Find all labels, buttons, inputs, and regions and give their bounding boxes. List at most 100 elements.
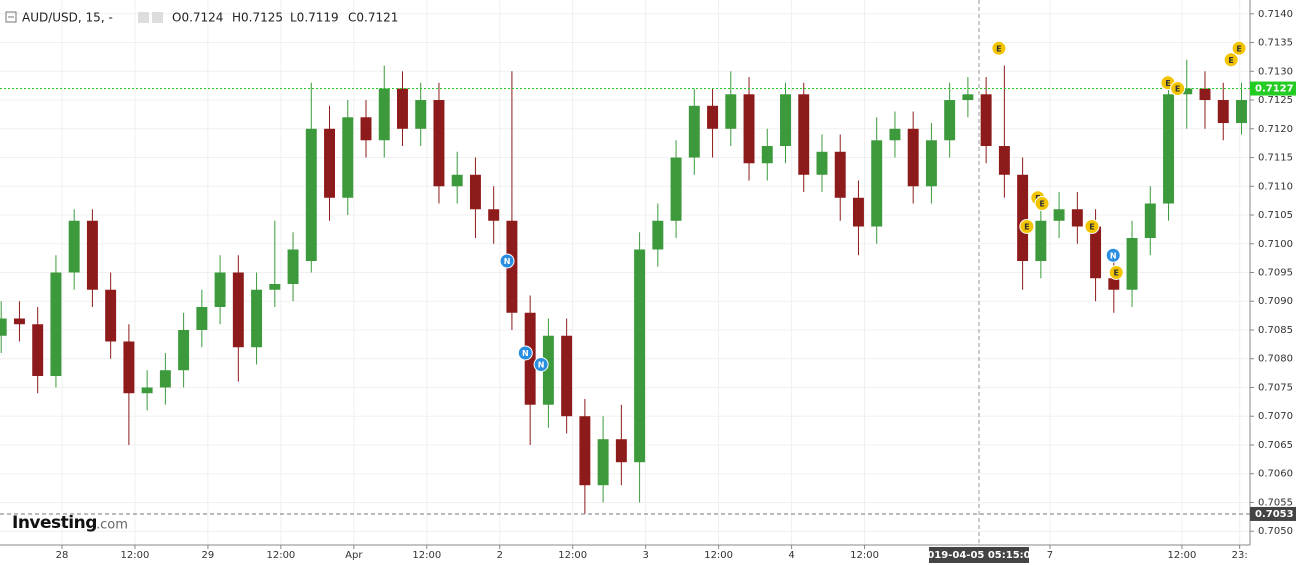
crosshair-time-box bbox=[929, 547, 1029, 563]
x-tick-label: 12:00 bbox=[412, 550, 441, 561]
event-label: E bbox=[996, 44, 1001, 53]
x-tick-label: 2 bbox=[497, 550, 503, 561]
candle-body bbox=[251, 289, 263, 348]
candle-body bbox=[634, 249, 646, 463]
candle-body bbox=[1217, 100, 1229, 124]
y-tick-label: 0.7085 bbox=[1258, 325, 1293, 336]
event-marker[interactable] bbox=[1231, 40, 1247, 56]
candle-body bbox=[360, 117, 372, 141]
x-tick-label: 7 bbox=[1047, 550, 1053, 561]
y-tick-label: 0.7090 bbox=[1258, 296, 1293, 307]
event-marker[interactable] bbox=[1108, 265, 1124, 280]
candle-body bbox=[415, 100, 427, 129]
candle-body bbox=[159, 370, 171, 388]
y-tick-label: 0.7140 bbox=[1258, 9, 1293, 20]
candle-body bbox=[852, 197, 864, 227]
candle-body bbox=[1053, 209, 1065, 221]
last-price-label: 0.7127 bbox=[1255, 84, 1294, 95]
event-marker[interactable] bbox=[517, 345, 533, 361]
candle-body bbox=[688, 105, 700, 158]
candle-body bbox=[889, 128, 901, 141]
collapse-icon[interactable] bbox=[5, 11, 17, 23]
event-marker[interactable] bbox=[499, 253, 515, 269]
event-label: N bbox=[1110, 251, 1117, 260]
candle-body bbox=[780, 94, 791, 147]
candle-body bbox=[1181, 88, 1193, 95]
x-tick-label: 3 bbox=[642, 550, 648, 561]
y-tick-label: 0.7135 bbox=[1258, 38, 1293, 49]
event-marker[interactable] bbox=[1170, 81, 1186, 97]
candle-body bbox=[597, 439, 609, 486]
candle-body bbox=[1236, 100, 1247, 124]
event-marker[interactable] bbox=[991, 40, 1007, 56]
x-tick-label: Apr bbox=[345, 550, 363, 561]
candle-body bbox=[469, 174, 481, 210]
candle-body bbox=[178, 329, 190, 371]
event-label: E bbox=[1236, 44, 1241, 53]
candle-body bbox=[287, 249, 299, 284]
candle-body bbox=[962, 94, 974, 101]
candle-body bbox=[269, 283, 281, 290]
event-marker[interactable] bbox=[1084, 219, 1100, 235]
candle-body bbox=[1035, 220, 1047, 262]
event-marker[interactable] bbox=[1105, 247, 1121, 263]
candle-body bbox=[451, 174, 463, 187]
candle-body bbox=[433, 100, 445, 187]
event-marker[interactable] bbox=[1034, 196, 1050, 212]
candle-body bbox=[925, 140, 937, 187]
candle-body bbox=[342, 117, 354, 198]
x-tick-label: 12:00 bbox=[1167, 550, 1196, 561]
event-marker[interactable] bbox=[533, 356, 549, 372]
x-tick-label: 23: bbox=[1232, 550, 1248, 561]
y-tick-label: 0.7075 bbox=[1258, 382, 1293, 393]
candle-body bbox=[1071, 209, 1083, 227]
candle-body bbox=[524, 312, 536, 405]
ohlc-close: C0.7121 bbox=[348, 11, 398, 25]
event-label: N bbox=[504, 257, 511, 266]
y-tick-label: 0.7065 bbox=[1258, 440, 1293, 451]
candle-body bbox=[670, 157, 682, 221]
event-marker[interactable] bbox=[1019, 219, 1035, 235]
candle-body bbox=[378, 88, 390, 141]
y-tick-label: 0.7100 bbox=[1258, 239, 1293, 250]
event-label: E bbox=[1024, 223, 1029, 232]
candle-body bbox=[652, 220, 664, 250]
y-tick-label: 0.7115 bbox=[1258, 153, 1293, 164]
x-tick-label: 12:00 bbox=[121, 550, 150, 561]
candle-body bbox=[1144, 203, 1156, 239]
event-marker[interactable] bbox=[1223, 52, 1239, 68]
ohlc-open: O0.7124 bbox=[172, 11, 223, 25]
y-tick-label: 0.7055 bbox=[1258, 497, 1293, 508]
candle-body bbox=[725, 94, 737, 129]
event-label: E bbox=[1039, 200, 1044, 209]
ohlc-low: L0.7119 bbox=[290, 11, 339, 25]
candle-body bbox=[998, 146, 1010, 175]
candle-body bbox=[32, 324, 44, 376]
event-label: N bbox=[538, 360, 545, 369]
y-tick-label: 0.7060 bbox=[1258, 469, 1293, 480]
crosshair-price-box bbox=[1250, 506, 1296, 521]
candle-body bbox=[0, 318, 7, 336]
candle-body bbox=[743, 94, 755, 164]
crosshair-time-label: 2019-04-05 05:15:00 bbox=[920, 550, 1037, 561]
y-tick-label: 0.7120 bbox=[1258, 124, 1293, 135]
settings-icon[interactable] bbox=[152, 12, 163, 23]
x-tick-label: 4 bbox=[788, 550, 794, 561]
candle-body bbox=[13, 318, 25, 325]
settings-icon[interactable] bbox=[138, 12, 149, 23]
candle-body bbox=[944, 100, 956, 141]
y-tick-label: 0.7095 bbox=[1258, 268, 1293, 279]
event-label: N bbox=[522, 349, 529, 358]
candle-body bbox=[141, 387, 153, 394]
x-tick-label: 12:00 bbox=[850, 550, 879, 561]
event-label: E bbox=[1228, 56, 1233, 65]
candle-body bbox=[1199, 88, 1211, 101]
y-tick-label: 0.7130 bbox=[1258, 66, 1293, 77]
y-tick-label: 0.7050 bbox=[1258, 526, 1293, 537]
event-label: E bbox=[1175, 85, 1180, 94]
y-tick-label: 0.7070 bbox=[1258, 411, 1293, 422]
candle-body bbox=[980, 94, 992, 147]
candle-body bbox=[561, 335, 573, 417]
candle-body bbox=[834, 151, 846, 198]
